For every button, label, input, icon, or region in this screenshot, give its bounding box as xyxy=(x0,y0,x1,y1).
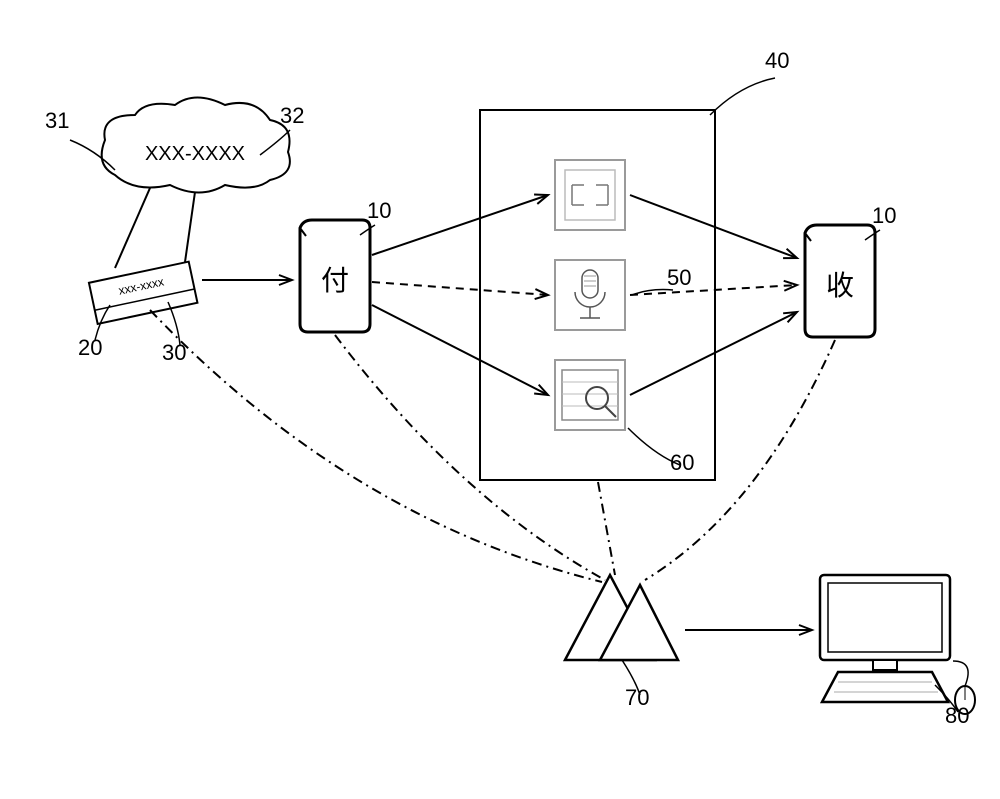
diagram-svg: 付 收 XXX-XXXX xxx-xxxx xyxy=(0,0,1000,799)
phone-pay-text: 付 xyxy=(321,265,349,296)
label-70: 70 xyxy=(625,685,649,711)
diagram-canvas: 付 收 XXX-XXXX xxx-xxxx 31 32 20 30 10 10 … xyxy=(0,0,1000,799)
label-80: 80 xyxy=(945,703,969,729)
computer-icon xyxy=(820,575,975,714)
label-31: 31 xyxy=(45,108,69,134)
microphone-icon xyxy=(555,260,625,330)
scan-icon xyxy=(555,160,625,230)
mountains-icon xyxy=(565,575,678,660)
search-icon xyxy=(555,360,625,430)
label-20: 20 xyxy=(78,335,102,361)
phone-receive-text: 收 xyxy=(826,270,854,301)
label-10a: 10 xyxy=(367,198,391,224)
label-50: 50 xyxy=(667,265,691,291)
label-40: 40 xyxy=(765,48,789,74)
label-32: 32 xyxy=(280,103,304,129)
label-30: 30 xyxy=(162,340,186,366)
label-10b: 10 xyxy=(872,203,896,229)
label-60: 60 xyxy=(670,450,694,476)
bubble-text: XXX-XXXX xyxy=(145,143,245,165)
